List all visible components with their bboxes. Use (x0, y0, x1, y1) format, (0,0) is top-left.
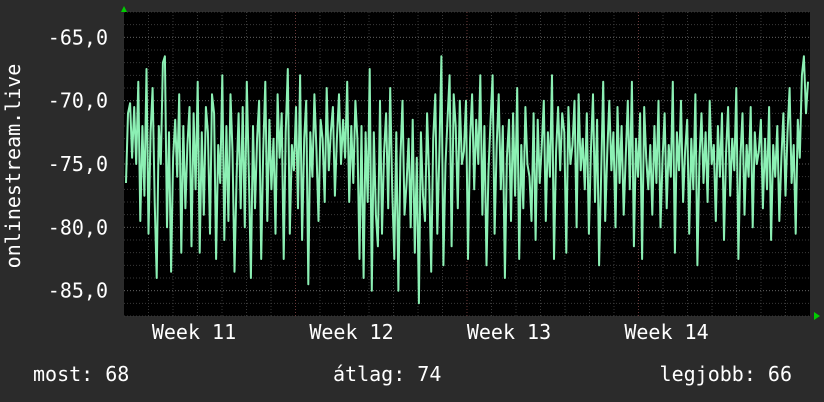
x-tick-label: Week 13 (467, 320, 551, 344)
y-axis-label: onlinestream.live (1, 64, 25, 269)
series-line (125, 55, 809, 305)
current-value-stat: most: 68 (33, 362, 130, 386)
y-tick-label: -85,0 (48, 279, 108, 303)
y-tick-label: -65,0 (48, 25, 108, 49)
average-value-stat: átlag: 74 (333, 362, 442, 386)
y-tick-labels: -65,0 -70,0 -75,0 -80,0 -85,0 (48, 25, 108, 302)
best-value-stat: legjobb: 66 (659, 362, 792, 386)
y-tick-label: -75,0 (48, 152, 108, 176)
x-axis-arrow-icon (814, 312, 820, 320)
x-tick-label: Week 14 (624, 320, 708, 344)
y-tick-label: -70,0 (48, 89, 108, 113)
x-tick-label: Week 11 (152, 320, 236, 344)
y-tick-label: -80,0 (48, 215, 108, 239)
y-axis-arrow-icon (121, 6, 127, 12)
x-tick-label: Week 12 (309, 320, 393, 344)
x-tick-labels: Week 11 Week 12 Week 13 Week 14 (152, 320, 709, 344)
